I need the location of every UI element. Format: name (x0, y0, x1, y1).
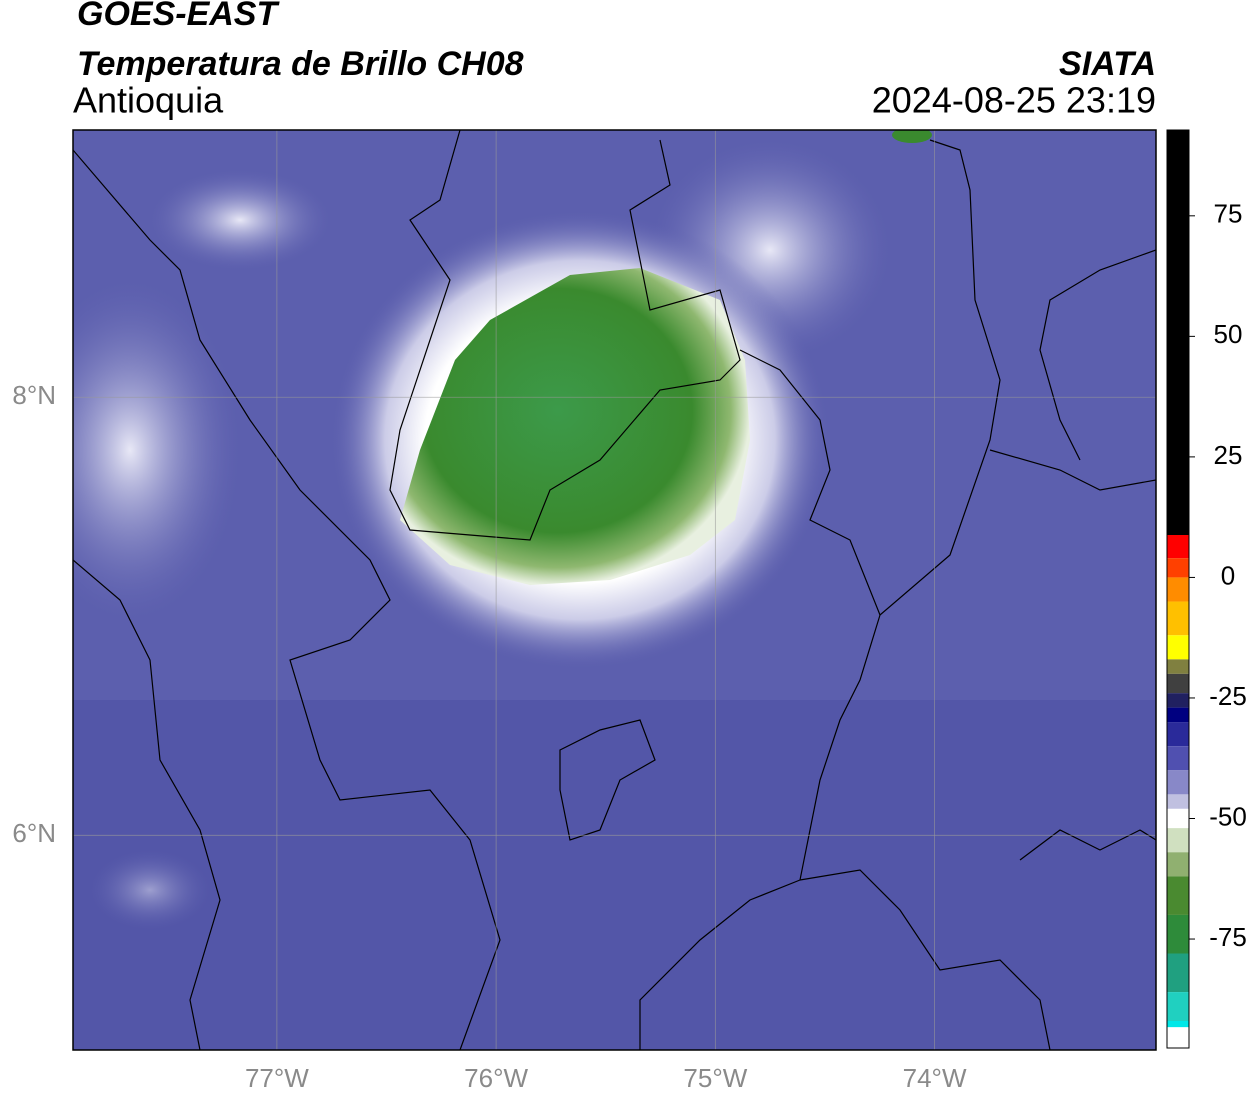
colorbar-label: 25 (1214, 440, 1243, 470)
colorbar-segment (1167, 770, 1189, 795)
timestamp: 2024-08-25 23:19 (872, 80, 1156, 121)
source: SIATA (1059, 45, 1156, 83)
colorbar-segment (1167, 635, 1189, 660)
colorbar-segment (1167, 707, 1189, 723)
x-tick-label: 76°W (464, 1063, 528, 1093)
colorbar-segment (1167, 828, 1189, 853)
colorbar-label: 0 (1221, 560, 1235, 590)
colorbar-segment (1167, 746, 1189, 771)
y-tick-label: 6°N (12, 818, 56, 848)
colorbar-segment (1167, 876, 1189, 915)
x-tick-label: 77°W (245, 1063, 309, 1093)
colorbar-segment (1167, 1021, 1189, 1028)
colorbar-segment (1167, 601, 1189, 636)
colorbar-segment (1167, 722, 1189, 747)
colorbar-label: -50 (1209, 801, 1247, 831)
border (73, 559, 221, 1050)
colorbar-segment (1167, 659, 1189, 674)
border (73, 149, 501, 1050)
map-shade (73, 700, 1156, 1050)
border (1019, 829, 1156, 861)
colorbar-segment (1167, 992, 1189, 1021)
colorbar-segment (1167, 808, 1189, 829)
colorbar-label: -25 (1209, 681, 1247, 711)
border (799, 869, 1051, 1050)
colorbar-frame (1166, 129, 1190, 1049)
grid (73, 130, 1156, 1050)
subtitle: Temperatura de Brillo CH08 (77, 45, 524, 83)
colorbar-segment (1167, 914, 1189, 954)
cloud (150, 170, 330, 270)
x-tick-label: 74°W (903, 1063, 967, 1093)
colorbar-segment (1167, 953, 1189, 993)
map-frame (72, 129, 1157, 1051)
map-image (73, 130, 1156, 1050)
colorbar (1167, 130, 1195, 1048)
border (1039, 249, 1156, 461)
colorbar-segment (1167, 673, 1189, 694)
colorbar-segment (1167, 577, 1189, 602)
colorbar-segment (1167, 130, 1189, 535)
colorbar-label: -75 (1209, 922, 1247, 952)
colorbar-segment (1167, 1027, 1189, 1048)
border (989, 449, 1156, 491)
x-tick-label: 75°W (683, 1063, 747, 1093)
colorbar-segment (1167, 852, 1189, 877)
y-tick-label: 8°N (12, 380, 56, 410)
cloud (73, 280, 240, 620)
cloud (90, 850, 210, 930)
region: Antioquia (73, 80, 224, 121)
border (739, 139, 1001, 617)
cloud-core (400, 268, 750, 585)
colorbar-segment (1167, 693, 1189, 708)
title: GOES-EAST (77, 0, 280, 33)
colorbar-segment (1167, 558, 1189, 578)
colorbar-segment (1167, 794, 1189, 809)
cloud-core (892, 130, 932, 143)
colorbar-label: 50 (1214, 319, 1243, 349)
border (389, 130, 741, 541)
border (559, 719, 656, 841)
colorbar-label: 75 (1214, 199, 1243, 229)
colorbar-segment (1167, 535, 1189, 559)
